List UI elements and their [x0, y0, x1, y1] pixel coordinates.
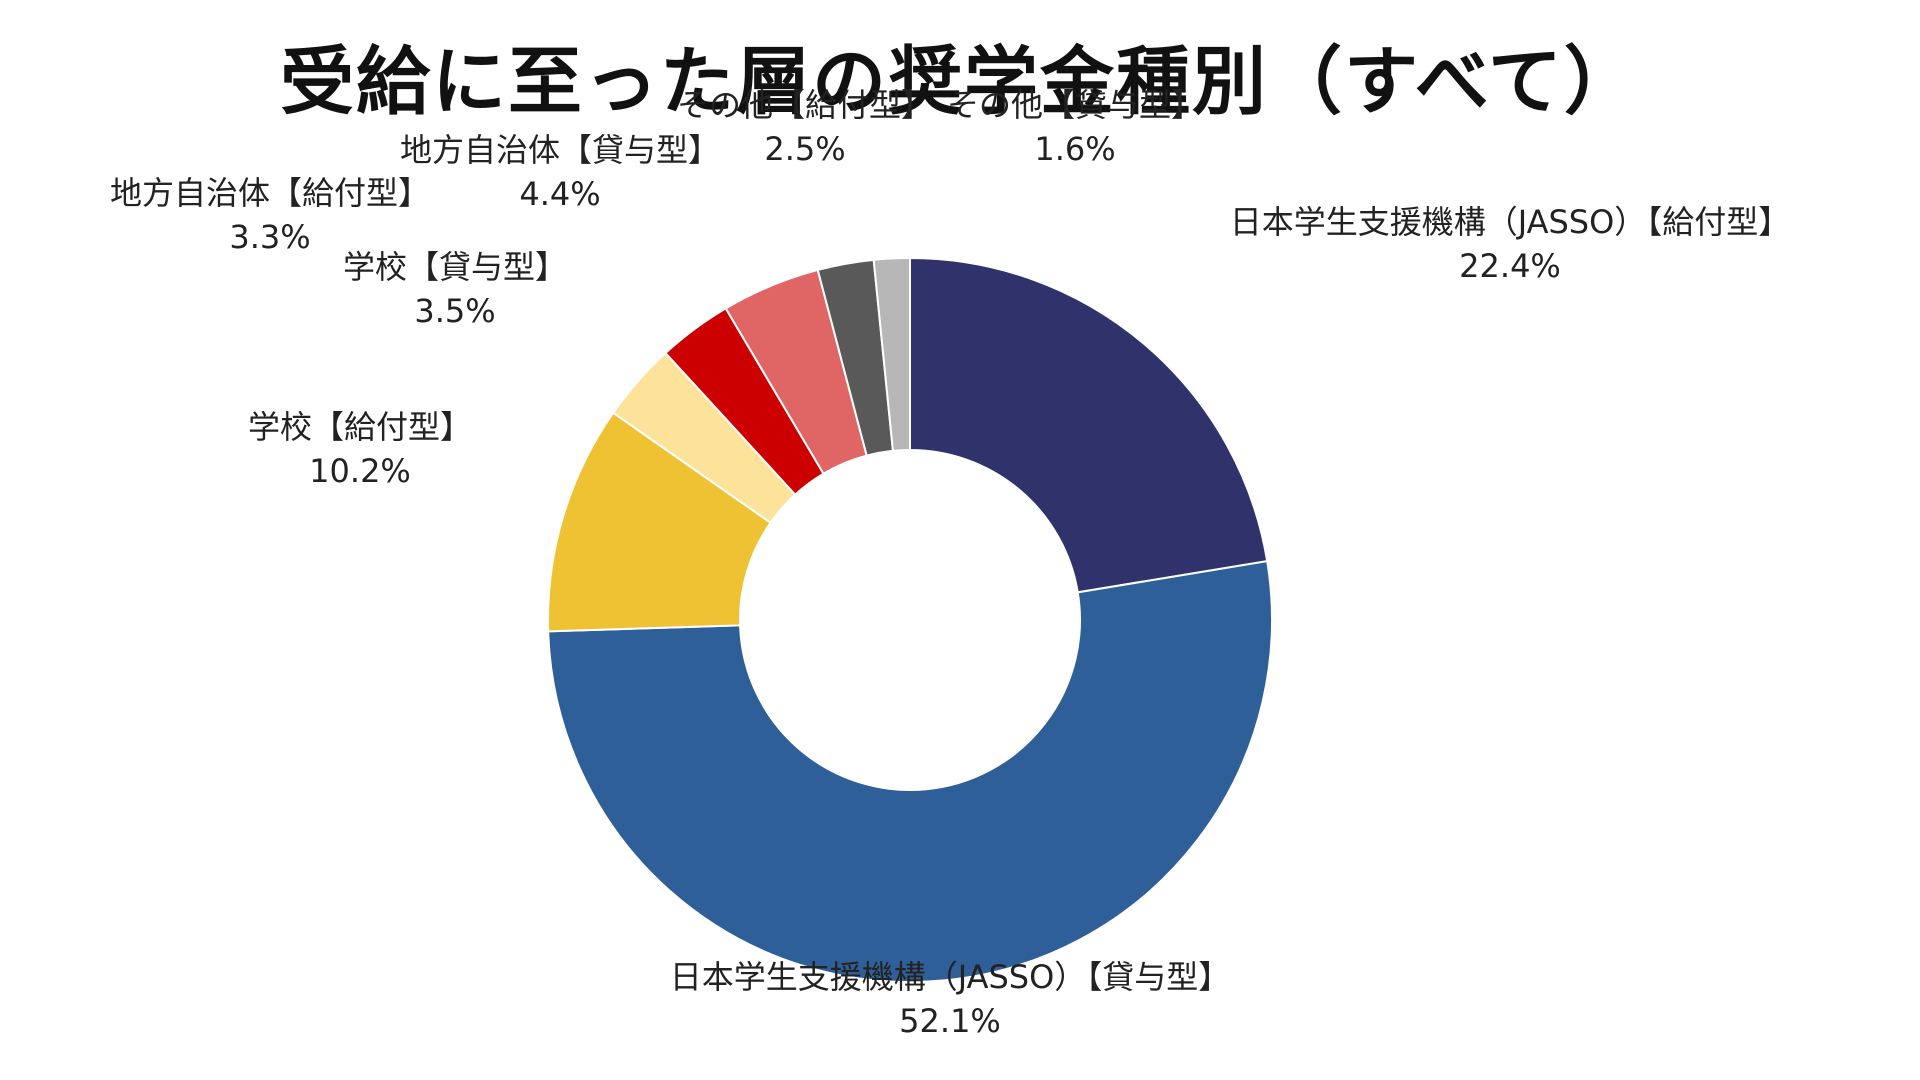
donut-slice-2	[547, 559, 1273, 983]
slice-label-name-3: 学校【給付型】	[248, 408, 472, 446]
donut-slice-8	[872, 256, 911, 452]
slice-label-name-8: その他【貸与型】	[947, 86, 1203, 124]
donut-slice-1	[909, 256, 1269, 594]
donut-slices	[547, 256, 1273, 983]
slice-label-value-2: 52.1%	[899, 1002, 1001, 1040]
slice-label-value-7: 2.5%	[764, 130, 845, 168]
slice-label-value-4: 3.5%	[414, 292, 495, 330]
slice-labels: 日本学生支援機構（JASSO）【給付型】 22.4% 日本学生支援機構（JASSO）…	[110, 86, 1790, 1040]
slice-label-name-2: 日本学生支援機構（JASSO）【貸与型】	[670, 958, 1231, 996]
slice-label-name-4: 学校【貸与型】	[343, 248, 567, 286]
slice-label-value-3: 10.2%	[309, 452, 411, 490]
slice-label-value-6: 4.4%	[519, 175, 600, 213]
slice-label-value-1: 22.4%	[1459, 247, 1561, 285]
slice-label-name-5: 地方自治体【給付型】	[110, 174, 430, 212]
slice-label-value-8: 1.6%	[1034, 130, 1115, 168]
chart-title: 受給に至った層の奨学金種別（すべて）	[280, 39, 1640, 125]
slice-label-value-5: 3.3%	[229, 218, 310, 256]
slice-label-name-6: 地方自治体【貸与型】	[400, 131, 720, 169]
slice-label-name-7: その他【給付型】	[677, 86, 933, 124]
slice-label-name-1: 日本学生支援機構（JASSO）【給付型】	[1230, 203, 1791, 241]
